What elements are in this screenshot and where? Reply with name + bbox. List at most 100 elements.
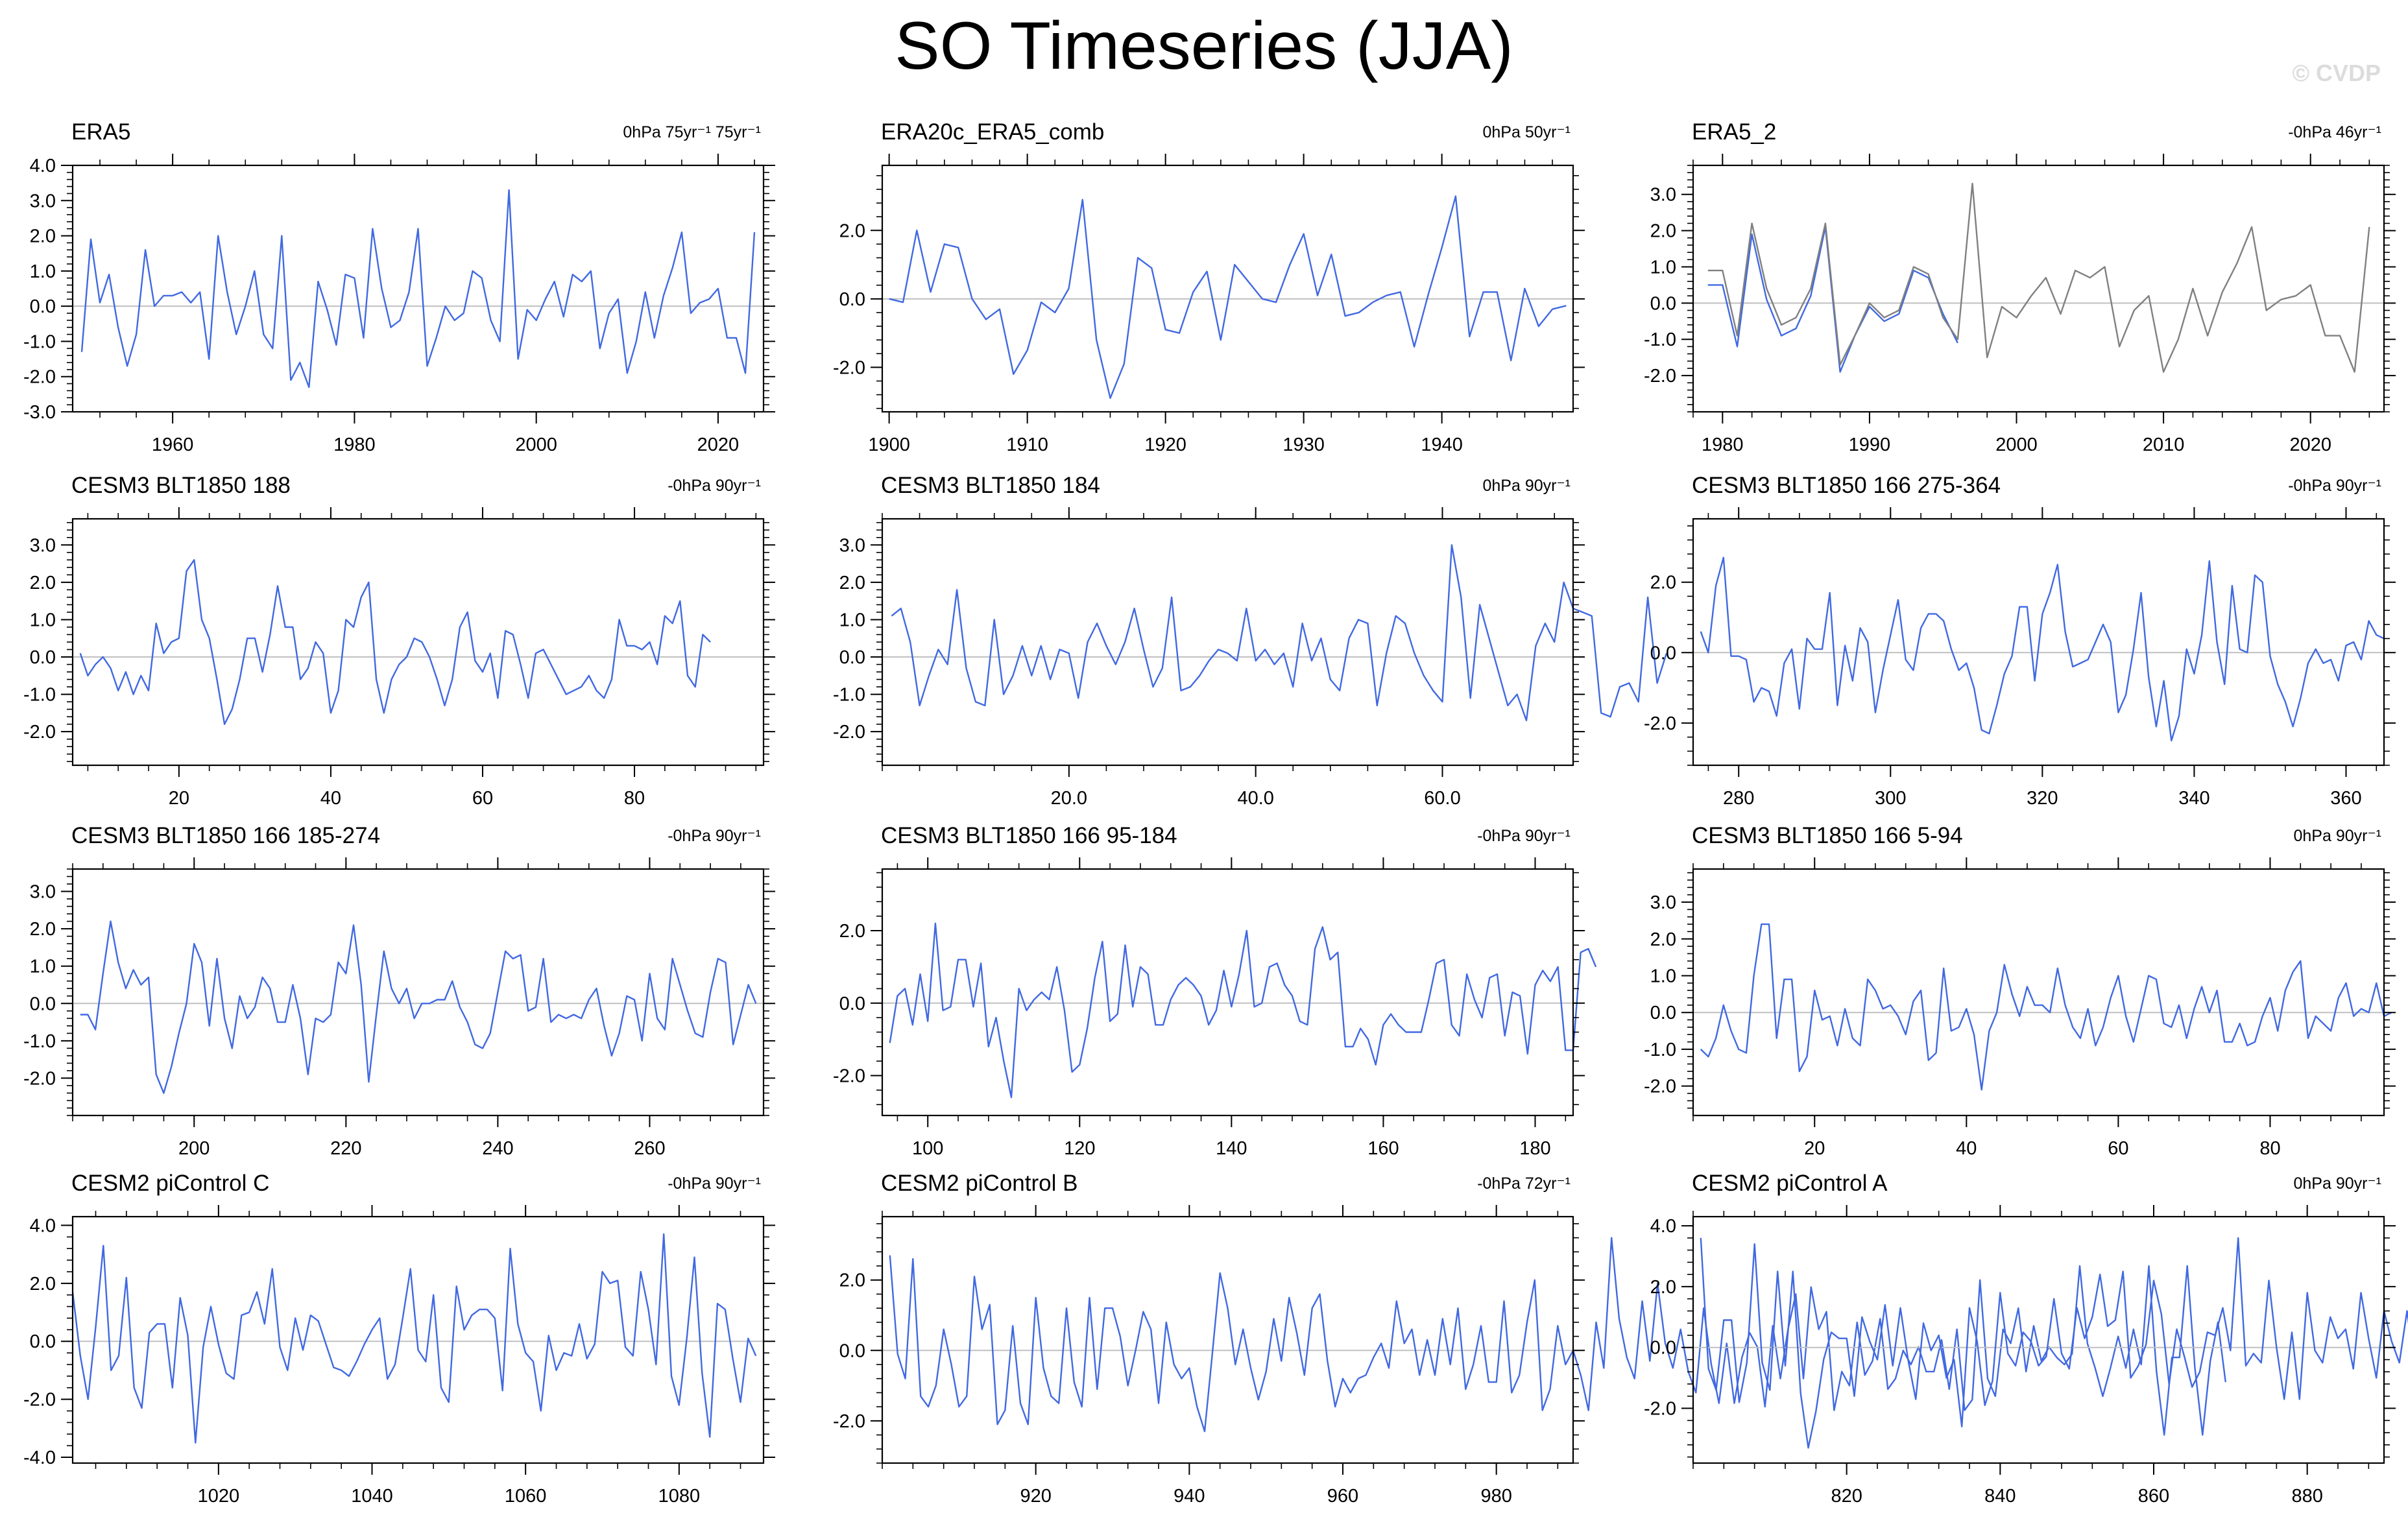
x-tick-label: 880 [2291,1486,2322,1507]
plot-frame [71,1215,765,1464]
chart-panel: -2.0 -1.0 0.0 1.0 2.0 3.0 20 40 60 80 CESM3 BLT185… [23,473,775,809]
x-tick-label: 1040 [351,1486,393,1507]
chart-panel: -2.0 0.0 2.0 280 300 320 340 360 CESM3 BLT1850 1… [1644,473,2396,809]
x-tick-label: 1920 [1144,435,1186,455]
panel-title: CESM2 piControl C [71,1171,269,1196]
x-tick-label: 80 [624,788,645,809]
x-tick-label: 40 [320,788,341,809]
y-tick-label: 3.0 [1650,892,1676,913]
y-tick-label: 0.0 [839,289,865,310]
x-tick-label: 2000 [515,435,557,455]
x-tick-label: 1060 [505,1486,547,1507]
panel-title: CESM3 BLT1850 188 [71,473,291,498]
y-tick-label: 3.0 [30,535,56,556]
panel-annotation: -0hPa 72yr⁻¹ [1477,1174,1571,1193]
panel-title: ERA5_2 [1692,119,1776,145]
x-tick-label: 960 [1327,1486,1358,1507]
panel-annotation: 0hPa 90yr⁻¹ [2294,1174,2382,1193]
series-line [889,195,1567,399]
x-tick-label: 220 [330,1138,361,1159]
y-tick-label: -1.0 [23,1031,56,1052]
x-tick-label: 1080 [658,1486,701,1507]
x-tick-label: 20 [169,788,189,809]
panel-annotation: -0hPa 46yr⁻¹ [2288,123,2381,141]
x-tick-label: 300 [1875,788,1906,809]
x-tick-label: 2020 [2289,435,2331,455]
x-tick-label: 140 [1216,1138,1247,1159]
y-tick-label: 3.0 [839,535,865,556]
panel-annotation: -0hPa 90yr⁻¹ [2288,477,2381,495]
x-tick-label: 60 [472,788,493,809]
y-tick-label: 1.0 [30,610,56,630]
series-line [80,189,756,388]
chart-panel: -2.0 -1.0 0.0 1.0 2.0 3.0 200 220 240 260 CESM3 BL… [23,823,775,1159]
x-tick-label: 120 [1064,1138,1095,1159]
x-tick-label: 2010 [2143,435,2185,455]
plot-frame [71,518,765,767]
chart-panel: -2.0 -1.0 0.0 1.0 2.0 3.0 20 40 60 80 CESM3 BLT185… [1644,823,2396,1159]
x-tick-label: 1960 [152,435,194,455]
series-line [889,922,1597,1099]
y-tick-label: -2.0 [833,357,865,378]
x-tick-label: 200 [178,1138,210,1159]
y-tick-label: 1.0 [1650,966,1676,986]
panel-title: CESM3 BLT1850 166 95-184 [881,823,1177,848]
chart-panel: -2.0 -1.0 0.0 1.0 2.0 3.0 20.0 40.0 60.0 CESM3 BL… [833,473,1668,809]
x-tick-label: 1980 [333,435,376,455]
panel-title: CESM3 BLT1850 166 275-364 [1692,473,2001,498]
x-tick-label: 320 [2027,788,2058,809]
panel-annotation: -0hPa 90yr⁻¹ [668,477,761,495]
x-tick-label: 160 [1367,1138,1399,1159]
x-tick-label: 240 [482,1138,513,1159]
y-tick-label: -2.0 [833,722,865,743]
x-tick-label: 20.0 [1051,788,1087,809]
y-tick-label: -1.0 [833,685,865,706]
x-tick-label: 1020 [198,1486,240,1507]
x-tick-label: 40.0 [1237,788,1273,809]
x-tick-label: 920 [1020,1486,1051,1507]
x-tick-label: 1980 [1702,435,1744,455]
y-tick-label: 0.0 [30,296,56,317]
x-tick-label: 20 [1804,1138,1825,1159]
plot-frame [71,868,765,1117]
panel-title: CESM3 BLT1850 166 185-274 [71,823,380,848]
plot-frame [881,868,1574,1117]
y-tick-label: 0.0 [1650,293,1676,314]
y-tick-label: 0.0 [839,647,865,668]
y-tick-label: 0.0 [1650,1338,1676,1359]
y-tick-label: 2.0 [839,573,865,593]
plot-frame [1692,1215,2385,1464]
panel-annotation: 0hPa 75yr⁻¹ 75yr⁻¹ [623,123,761,141]
y-tick-label: -2.0 [23,1068,56,1089]
y-tick-label: -2.0 [833,1411,865,1432]
x-tick-label: 280 [1723,788,1754,809]
series-line [891,544,1668,722]
y-tick-label: -4.0 [23,1448,56,1468]
x-tick-label: 1900 [868,435,910,455]
chart-panel: -4.0 -2.0 0.0 2.0 4.0 1020 1040 1060 1080 CESM2 p… [23,1171,775,1507]
y-tick-label: 1.0 [30,261,56,282]
panel-annotation: -0hPa 90yr⁻¹ [668,1174,761,1193]
series-line [1700,1237,2408,1449]
y-tick-label: -1.0 [1644,1040,1676,1060]
plot-frame [1692,518,2385,767]
panel-title: CESM3 BLT1850 184 [881,473,1100,498]
x-tick-label: 360 [2330,788,2361,809]
y-tick-label: 0.0 [839,994,865,1014]
y-tick-label: -1.0 [23,331,56,352]
y-tick-label: 0.0 [30,1331,56,1352]
x-tick-label: 1940 [1421,435,1463,455]
x-tick-label: 100 [912,1138,943,1159]
plot-frame [881,164,1574,413]
y-tick-label: 3.0 [1650,185,1676,206]
y-tick-label: 0.0 [1650,1003,1676,1023]
plot-frame [1692,164,2385,413]
y-tick-label: 1.0 [839,610,865,630]
x-tick-label: 60 [2108,1138,2128,1159]
x-tick-label: 260 [634,1138,665,1159]
y-tick-label: 2.0 [1650,1277,1676,1298]
series-line [889,1237,2226,1436]
chart-panel: -2.0 0.0 2.0 100 120 140 160 180 CESM3 BLT1850 1… [833,823,1597,1159]
y-tick-label: 4.0 [30,1215,56,1236]
x-tick-label: 940 [1174,1486,1205,1507]
